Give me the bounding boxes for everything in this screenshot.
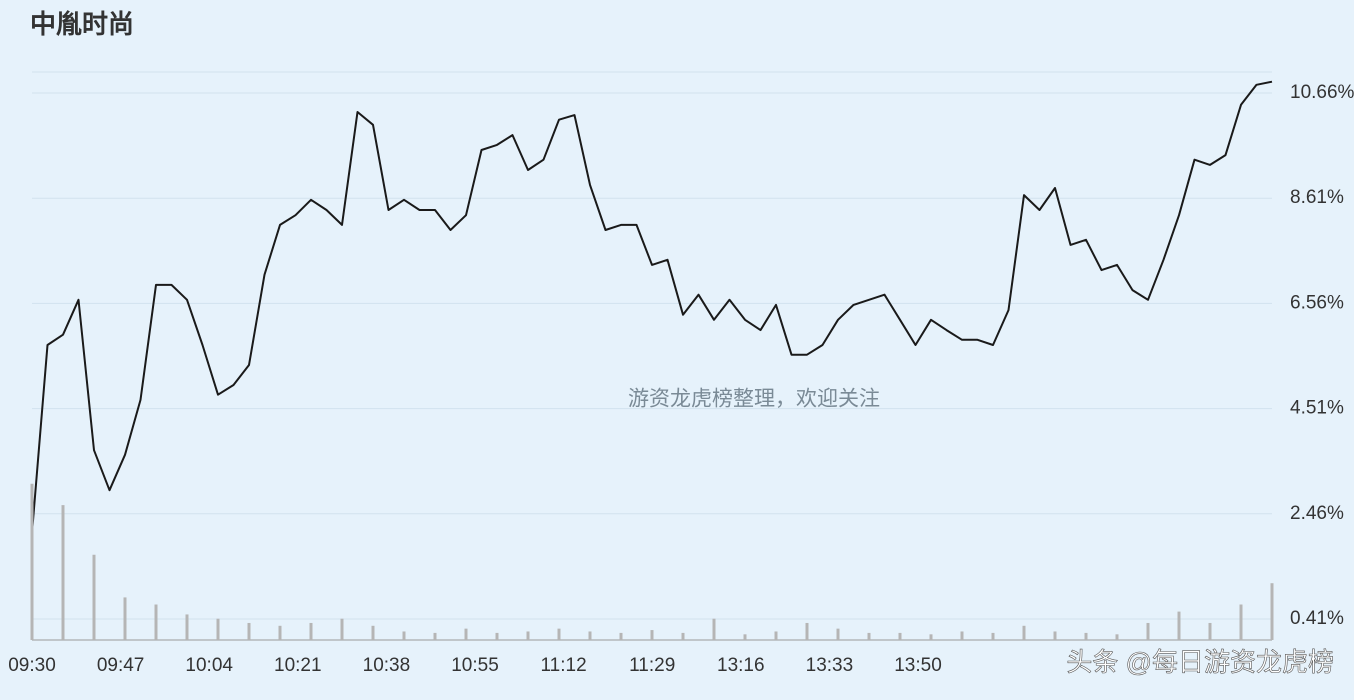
y-tick-label: 2.46% bbox=[1290, 503, 1344, 524]
y-tick-label: 10.66% bbox=[1290, 82, 1354, 103]
chart-title: 中胤时尚 bbox=[30, 9, 134, 39]
y-tick-label: 8.61% bbox=[1290, 187, 1344, 208]
x-tick-label: 10:21 bbox=[274, 655, 322, 676]
x-tick-label: 10:55 bbox=[451, 655, 499, 676]
x-tick-label: 13:50 bbox=[894, 655, 942, 676]
y-tick-label: 0.41% bbox=[1290, 608, 1344, 629]
x-tick-label: 09:47 bbox=[97, 655, 145, 676]
y-tick-label: 4.51% bbox=[1290, 398, 1344, 419]
y-tick-label: 6.56% bbox=[1290, 292, 1344, 313]
x-tick-label: 10:04 bbox=[185, 655, 233, 676]
watermark: 头条 @每日游资龙虎榜 bbox=[1066, 647, 1334, 677]
x-tick-label: 11:12 bbox=[541, 655, 587, 676]
x-tick-label: 13:33 bbox=[806, 655, 854, 676]
x-tick-label: 10:38 bbox=[363, 655, 411, 676]
price-line bbox=[31, 80, 1273, 533]
x-tick-label: 13:16 bbox=[717, 655, 765, 676]
x-tick-label: 11:29 bbox=[629, 655, 675, 676]
x-tick-label: 09:30 bbox=[8, 655, 56, 676]
annotation: 游资龙虎榜整理，欢迎关注 bbox=[628, 388, 880, 411]
